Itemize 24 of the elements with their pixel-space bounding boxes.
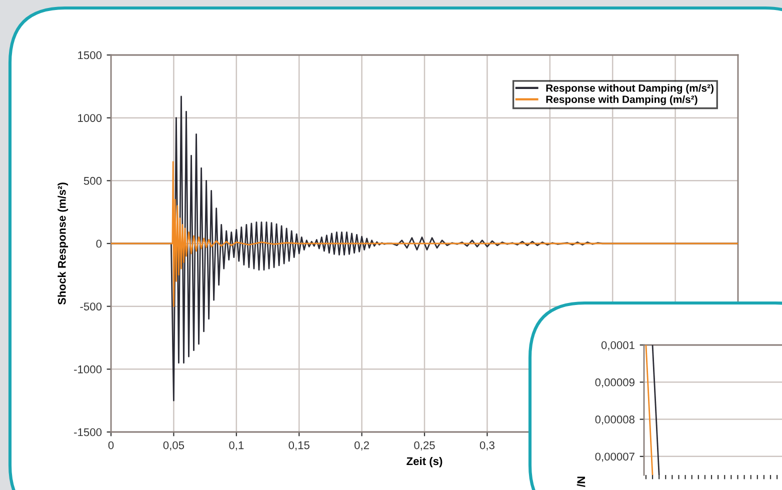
- y-axis-title: Shock Response (m/s²): [58, 182, 68, 305]
- x-tick-label: 0,2: [354, 441, 369, 450]
- x-tick-label: 0,25: [414, 441, 435, 450]
- line-series: [111, 161, 738, 308]
- y-tick-label: -500: [80, 302, 102, 310]
- y-tick-label: 0: [96, 240, 102, 248]
- y-tick-label: 0,0001: [601, 341, 634, 350]
- y-axis-title: /N: [576, 476, 586, 487]
- x-axis-title: Zeit (s): [406, 456, 442, 468]
- x-tick-label: 0,15: [288, 441, 310, 450]
- y-tick-label: 0,00009: [595, 378, 634, 388]
- x-tick-label: 0,3: [480, 441, 494, 450]
- x-tick-label: 0,1: [229, 441, 244, 450]
- x-tick-label: 0: [108, 441, 114, 450]
- y-tick-label: -1000: [74, 365, 102, 374]
- y-tick-label: 0,00008: [595, 416, 634, 425]
- x-tick-label: 0,05: [163, 441, 184, 450]
- legend-label: Response without Damping (m/s²): [546, 84, 714, 94]
- y-tick-label: 0,00007: [595, 452, 634, 462]
- y-tick-label: 500: [84, 176, 102, 185]
- y-tick-label: 1500: [78, 51, 102, 60]
- legend-label: Response with Damping (m/s²): [546, 95, 698, 106]
- y-tick-label: 1000: [78, 114, 102, 122]
- y-tick-label: -1500: [74, 428, 102, 436]
